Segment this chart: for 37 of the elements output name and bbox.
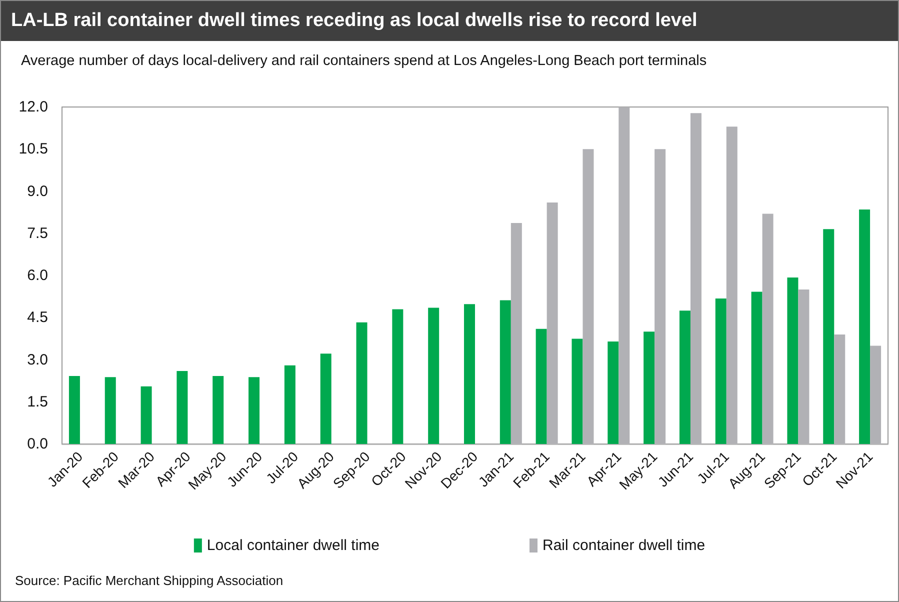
bar bbox=[823, 229, 834, 444]
bar bbox=[859, 210, 870, 444]
bar bbox=[140, 386, 152, 444]
y-tick-label: 7.5 bbox=[27, 224, 48, 242]
bar bbox=[176, 370, 188, 444]
y-tick-label: 9.0 bbox=[27, 182, 48, 200]
chart-subtitle: Average number of days local-delivery and rail containers spend at Los Angeles-Long Beach port terminals bbox=[20, 52, 708, 69]
legend-label: Rail container dwell time bbox=[542, 537, 706, 554]
bar bbox=[500, 300, 511, 444]
y-tick-label: 10.5 bbox=[18, 140, 48, 158]
bar bbox=[644, 332, 655, 444]
bar bbox=[428, 308, 440, 444]
bar bbox=[320, 354, 332, 444]
y-tick-label: 0.0 bbox=[27, 436, 48, 452]
legend-label: Local container dwell time bbox=[206, 537, 380, 554]
bar bbox=[356, 322, 368, 444]
chart-title: LA-LB rail container dwell times receding as local dwells rise to record level bbox=[1, 1, 898, 41]
bar bbox=[464, 304, 475, 444]
bar bbox=[212, 376, 224, 444]
bar bbox=[104, 377, 116, 444]
y-tick-label: 12.0 bbox=[18, 98, 48, 116]
bar bbox=[248, 377, 260, 444]
y-tick-label: 1.5 bbox=[27, 393, 48, 410]
y-tick-label: 3.0 bbox=[27, 351, 48, 368]
bar bbox=[715, 298, 726, 444]
source-note: Source: Pacific Merchant Shipping Association bbox=[15, 573, 284, 588]
bar bbox=[284, 365, 296, 444]
bar bbox=[679, 310, 690, 444]
y-tick-label: 6.0 bbox=[27, 267, 48, 284]
bar bbox=[536, 328, 547, 444]
y-tick-label: 4.5 bbox=[27, 309, 48, 326]
bar bbox=[787, 277, 798, 444]
bar bbox=[608, 341, 619, 444]
bar bbox=[68, 376, 80, 444]
bar bbox=[751, 292, 762, 444]
bar bbox=[392, 309, 404, 444]
bar bbox=[572, 338, 583, 444]
